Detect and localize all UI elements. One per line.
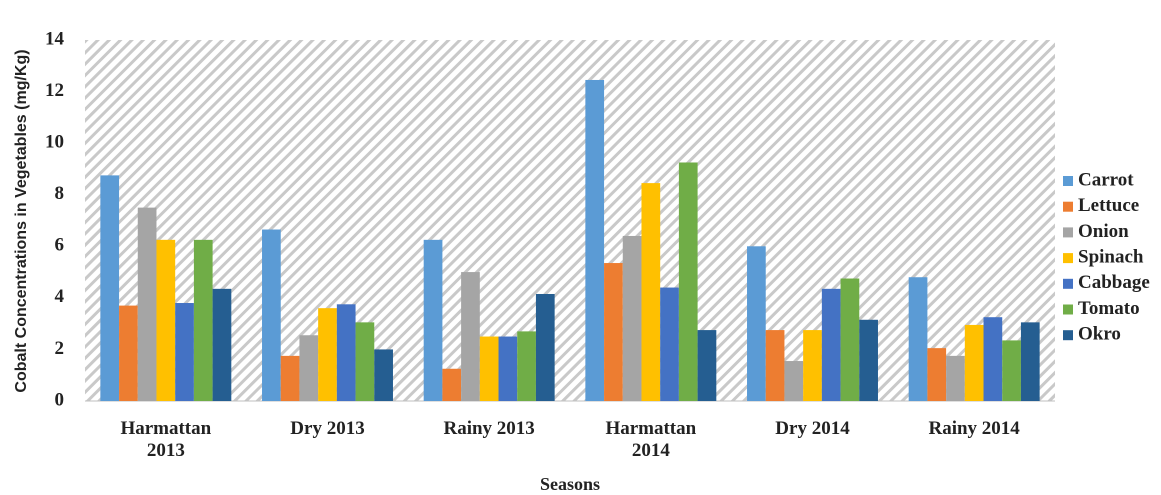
bar <box>678 162 698 401</box>
bar <box>604 263 623 401</box>
bar <box>517 331 536 401</box>
x-tick-label: Harmattan 2013 <box>120 418 212 461</box>
bar <box>498 336 518 401</box>
bar <box>1002 340 1021 401</box>
legend-swatch <box>1063 201 1073 212</box>
bar <box>964 324 984 401</box>
bar <box>318 308 337 401</box>
bar <box>442 368 462 401</box>
bar <box>946 355 965 401</box>
legend-swatch <box>1063 253 1073 264</box>
bar <box>479 336 499 401</box>
x-axis-label: Seasons <box>540 474 600 494</box>
bar <box>423 239 443 401</box>
legend-swatch <box>1063 278 1073 289</box>
y-tick-label: 0 <box>55 389 65 410</box>
bar <box>821 288 841 401</box>
legend-swatch <box>1063 304 1073 315</box>
legend-label: Cabbage <box>1078 272 1150 293</box>
x-tick-label: Rainy 2014 <box>928 418 1020 439</box>
legend-swatch <box>1063 176 1073 186</box>
y-tick-label: 4 <box>55 286 65 307</box>
bar <box>908 277 928 401</box>
bar <box>280 355 300 401</box>
bar <box>840 278 860 401</box>
bar <box>535 293 555 401</box>
legend-label: Carrot <box>1078 169 1134 190</box>
bar <box>175 303 194 401</box>
y-tick-label: 12 <box>45 80 64 101</box>
x-tick-label: Dry 2014 <box>775 418 850 439</box>
y-tick-label: 14 <box>45 28 65 49</box>
bar <box>374 349 393 401</box>
bar <box>747 246 766 401</box>
y-tick-label: 6 <box>55 235 65 256</box>
y-tick-label: 10 <box>45 132 64 153</box>
bar <box>193 239 213 401</box>
bar <box>641 183 661 401</box>
bar <box>803 330 822 401</box>
legend-label: Lettuce <box>1078 195 1139 216</box>
bar <box>137 207 157 401</box>
y-tick-label: 8 <box>55 183 65 204</box>
bar <box>1020 322 1040 401</box>
legend-swatch <box>1063 227 1073 238</box>
x-tick-label: Harmattan 2014 <box>605 418 697 461</box>
bar <box>697 330 717 401</box>
bar <box>336 304 356 401</box>
bar <box>983 317 1003 401</box>
bar <box>100 175 120 401</box>
legend-label: Okro <box>1078 324 1121 345</box>
bar <box>765 330 785 401</box>
y-tick-label: 2 <box>55 338 65 359</box>
bar <box>927 348 947 401</box>
bar <box>622 235 642 401</box>
bar <box>262 229 281 401</box>
legend-label: Spinach <box>1078 246 1144 267</box>
bar <box>355 322 375 401</box>
y-axis-label: Cobalt Concentrations in Vegetables (mg/… <box>13 49 30 392</box>
legend-label: Onion <box>1078 221 1129 242</box>
bar <box>299 335 319 401</box>
bar <box>585 79 605 401</box>
bar <box>119 305 138 401</box>
bar <box>212 288 232 401</box>
bar <box>859 319 878 401</box>
bar <box>784 361 804 401</box>
x-tick-label: Rainy 2013 <box>443 418 535 439</box>
legend-label: Tomato <box>1078 298 1140 319</box>
bar <box>461 272 480 401</box>
bar <box>156 239 176 401</box>
bar <box>660 287 679 401</box>
legend-swatch <box>1063 330 1073 341</box>
plot-background <box>85 40 1055 401</box>
x-tick-label: Dry 2013 <box>290 418 365 439</box>
